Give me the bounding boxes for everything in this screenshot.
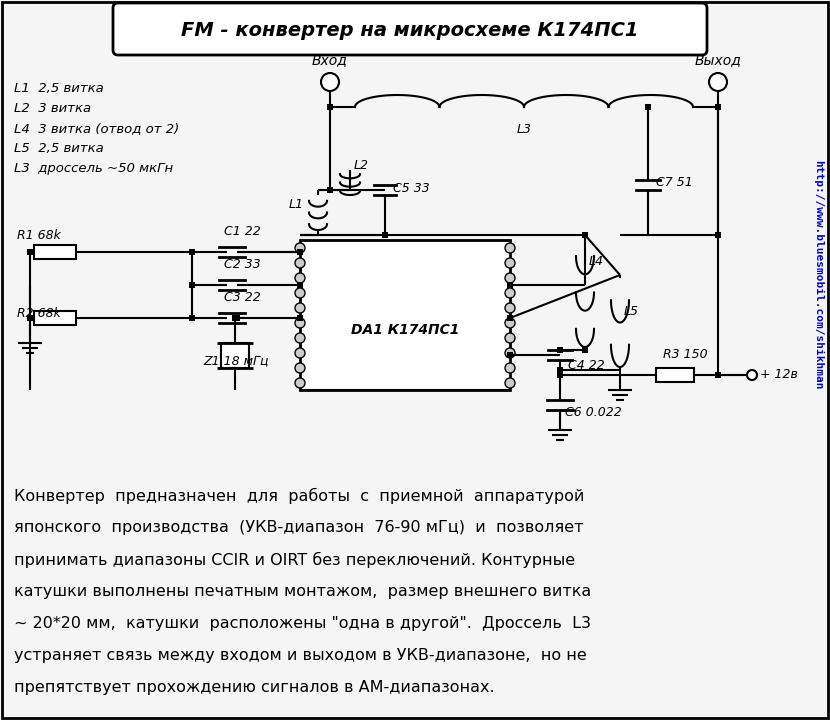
Text: C6 0.022: C6 0.022 — [565, 407, 622, 420]
Bar — [645, 104, 651, 110]
Bar — [221, 343, 249, 368]
Text: устраняет связь между входом и выходом в УКВ-диапазоне,  но не: устраняет связь между входом и выходом в… — [14, 648, 587, 663]
Text: C3 22: C3 22 — [224, 291, 261, 304]
Bar — [189, 282, 195, 288]
Circle shape — [505, 303, 515, 313]
Text: L1  2,5 витка: L1 2,5 витка — [14, 82, 104, 95]
Bar — [297, 282, 303, 288]
FancyBboxPatch shape — [113, 3, 707, 55]
Bar — [557, 367, 563, 373]
Bar — [189, 315, 195, 321]
Text: принимать диапазоны CCIR и OIRT без переключений. Контурные: принимать диапазоны CCIR и OIRT без пере… — [14, 552, 575, 568]
Bar — [557, 347, 563, 353]
Text: L4  3 витка (отвод от 2): L4 3 витка (отвод от 2) — [14, 122, 179, 135]
Text: катушки выполнены печатным монтажом,  размер внешнего витка: катушки выполнены печатным монтажом, раз… — [14, 584, 591, 599]
Text: японского  производства  (УКВ-диапазон  76-90 мГц)  и  позволяет: японского производства (УКВ-диапазон 76-… — [14, 520, 583, 535]
Text: L5: L5 — [624, 305, 639, 318]
Circle shape — [295, 333, 305, 343]
Text: L3  дроссель ~50 мкГн: L3 дроссель ~50 мкГн — [14, 162, 173, 175]
Circle shape — [505, 348, 515, 358]
Circle shape — [295, 348, 305, 358]
Bar — [189, 249, 195, 255]
Circle shape — [295, 258, 305, 268]
Text: L5  2,5 витка: L5 2,5 витка — [14, 142, 104, 155]
Bar — [327, 104, 333, 110]
Circle shape — [505, 243, 515, 253]
Bar — [300, 240, 510, 390]
Text: R3 150: R3 150 — [663, 348, 708, 361]
Text: C4 22: C4 22 — [568, 359, 605, 372]
Circle shape — [295, 303, 305, 313]
Text: препятствует прохождению сигналов в АМ-диапазонах.: препятствует прохождению сигналов в АМ-д… — [14, 680, 495, 695]
Circle shape — [295, 318, 305, 328]
Circle shape — [321, 73, 339, 91]
Bar — [327, 187, 333, 193]
Text: R2 68k: R2 68k — [17, 307, 61, 320]
Circle shape — [747, 370, 757, 380]
Bar — [507, 315, 513, 321]
Circle shape — [709, 73, 727, 91]
Bar — [656, 368, 694, 382]
Text: Конвертер  предназначен  для  работы  с  приемной  аппаратурой: Конвертер предназначен для работы с прие… — [14, 488, 584, 504]
Text: C5 33: C5 33 — [393, 181, 430, 194]
Circle shape — [295, 288, 305, 298]
Bar — [297, 249, 303, 255]
Text: Z1 18 мГц: Z1 18 мГц — [203, 354, 268, 367]
Text: L2: L2 — [354, 159, 369, 172]
Text: Выход: Выход — [695, 53, 741, 67]
Bar — [234, 315, 240, 321]
Text: C1 22: C1 22 — [224, 225, 261, 238]
Text: Вход: Вход — [312, 53, 348, 67]
Text: DA1 К174ПС1: DA1 К174ПС1 — [351, 323, 459, 337]
Text: L1: L1 — [289, 198, 304, 211]
Bar — [34, 245, 76, 259]
Bar — [27, 315, 33, 321]
Text: ~ 20*20 мм,  катушки  расположены "одна в другой".  Дроссель  L3: ~ 20*20 мм, катушки расположены "одна в … — [14, 616, 591, 631]
Bar — [297, 315, 303, 321]
Bar — [582, 232, 588, 238]
Text: R1 68k: R1 68k — [17, 229, 61, 242]
Text: L3: L3 — [516, 123, 531, 136]
Circle shape — [295, 243, 305, 253]
Text: http://www.bluesmobil.com/shikhman: http://www.bluesmobil.com/shikhman — [813, 161, 823, 390]
Circle shape — [505, 378, 515, 388]
Circle shape — [295, 378, 305, 388]
Bar — [715, 372, 721, 378]
Bar — [557, 372, 563, 378]
Bar — [232, 315, 238, 321]
Circle shape — [505, 258, 515, 268]
Text: C7 51: C7 51 — [656, 176, 693, 189]
Circle shape — [505, 273, 515, 283]
Bar — [582, 347, 588, 353]
Circle shape — [295, 273, 305, 283]
Text: L4: L4 — [589, 255, 604, 268]
Bar — [507, 282, 513, 288]
Circle shape — [505, 363, 515, 373]
Text: L2  3 витка: L2 3 витка — [14, 102, 91, 115]
Bar — [27, 249, 33, 255]
Text: + 12в: + 12в — [760, 369, 798, 382]
Bar — [582, 232, 588, 238]
Text: C2 33: C2 33 — [224, 258, 261, 271]
Circle shape — [505, 288, 515, 298]
Bar — [327, 187, 333, 193]
Bar — [507, 352, 513, 358]
Text: FM - конвертер на микросхеме К174ПС1: FM - конвертер на микросхеме К174ПС1 — [181, 20, 639, 40]
Bar — [382, 232, 388, 238]
Circle shape — [295, 363, 305, 373]
Bar — [34, 311, 76, 325]
Bar — [715, 232, 721, 238]
Circle shape — [505, 318, 515, 328]
Bar — [715, 104, 721, 110]
Circle shape — [505, 333, 515, 343]
